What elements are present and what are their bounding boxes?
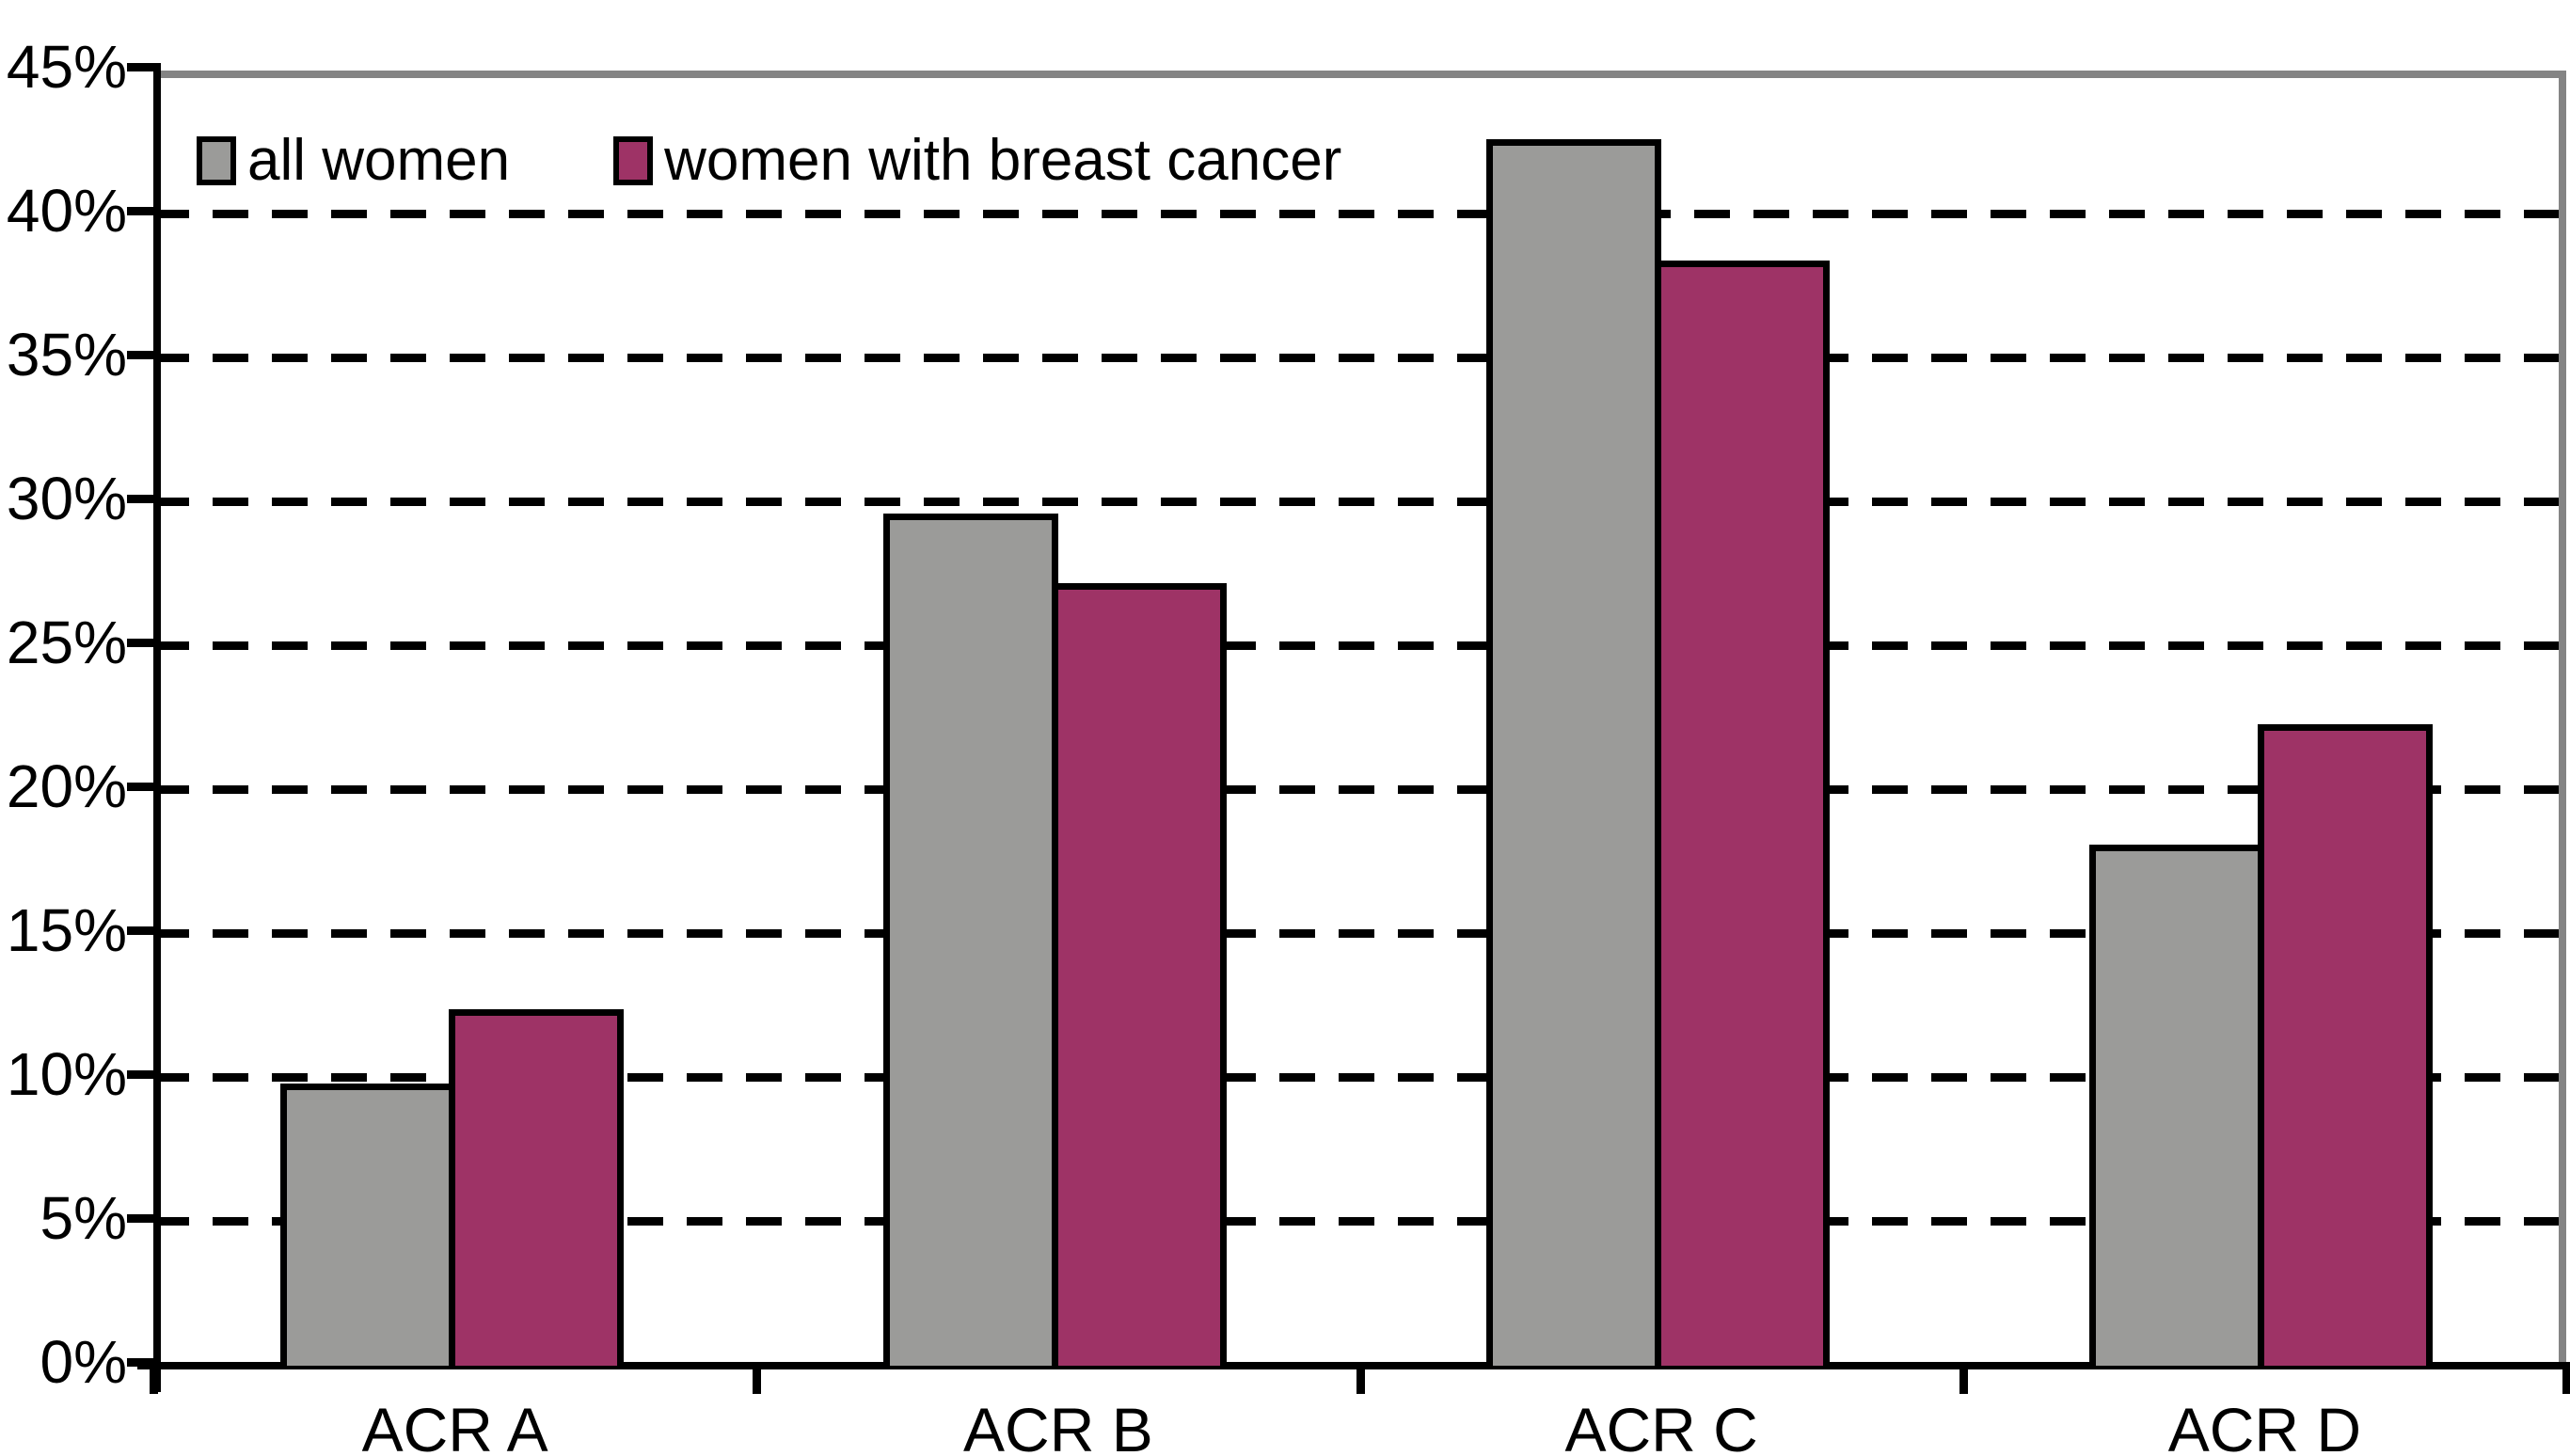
bar-acr-b-all-women xyxy=(882,514,1058,1366)
y-axis-label-10: 10% xyxy=(6,1040,127,1108)
legend-item-women-with-breast-cancer: women with breast cancer xyxy=(613,127,1341,194)
y-axis-label-35: 35% xyxy=(6,321,127,388)
gridline-20 xyxy=(153,785,2559,794)
y-tick-25 xyxy=(127,639,161,647)
y-axis-label-25: 25% xyxy=(6,609,127,676)
x-axis-label-acr-d: ACR D xyxy=(2167,1395,2362,1456)
y-tick-35 xyxy=(127,351,161,359)
x-tick-2 xyxy=(1356,1366,1365,1394)
y-tick-10 xyxy=(127,1070,161,1079)
gridline-10 xyxy=(153,1073,2559,1082)
x-tick-3 xyxy=(1959,1366,1968,1394)
y-tick-15 xyxy=(127,926,161,935)
gridline-5 xyxy=(153,1217,2559,1226)
y-axis-label-40: 40% xyxy=(6,177,127,245)
gridline-40 xyxy=(153,210,2559,218)
x-axis-label-acr-b: ACR B xyxy=(963,1395,1153,1456)
y-axis-label-0: 0% xyxy=(40,1328,128,1396)
y-tick-40 xyxy=(127,207,161,215)
gridline-15 xyxy=(153,929,2559,938)
legend-swatch-women-with-breast-cancer xyxy=(613,135,654,185)
y-axis-label-30: 30% xyxy=(6,465,127,532)
y-axis-label-5: 5% xyxy=(40,1184,128,1252)
y-axis-line xyxy=(153,71,161,1392)
gridline-35 xyxy=(153,354,2559,362)
plot-area: all women women with breast cancer xyxy=(153,71,2566,1366)
legend-label-women-with-breast-cancer: women with breast cancer xyxy=(664,128,1342,193)
legend-item-all-women: all women xyxy=(197,127,510,194)
y-axis-label-15: 15% xyxy=(6,896,127,964)
legend-label-all-women: all women xyxy=(247,128,511,193)
x-axis-label-acr-c: ACR C xyxy=(1564,1395,1758,1456)
gridline-30 xyxy=(153,498,2559,506)
x-tick-1 xyxy=(753,1366,762,1394)
bar-acr-c-women-with-breast-cancer xyxy=(1655,260,1831,1366)
y-axis-label-45: 45% xyxy=(6,33,127,101)
x-axis-line xyxy=(137,1362,2570,1369)
bar-acr-a-women-with-breast-cancer xyxy=(448,1008,624,1366)
y-tick-30 xyxy=(127,495,161,503)
x-tick-4 xyxy=(2562,1366,2570,1394)
y-tick-20 xyxy=(127,783,161,791)
y-tick-5 xyxy=(127,1214,161,1223)
y-tick-45 xyxy=(127,63,161,71)
bar-acr-a-all-women xyxy=(279,1084,455,1366)
bar-acr-d-all-women xyxy=(2089,845,2265,1366)
legend-swatch-all-women xyxy=(197,135,236,185)
bar-acr-c-all-women xyxy=(1486,139,1662,1366)
legend: all women women with breast cancer xyxy=(197,127,1341,194)
y-axis-label-20: 20% xyxy=(6,752,127,820)
bar-acr-b-women-with-breast-cancer xyxy=(1051,582,1227,1366)
x-axis-label-acr-a: ACR A xyxy=(361,1395,548,1456)
gridline-25 xyxy=(153,641,2559,650)
bar-acr-d-women-with-breast-cancer xyxy=(2258,723,2434,1366)
